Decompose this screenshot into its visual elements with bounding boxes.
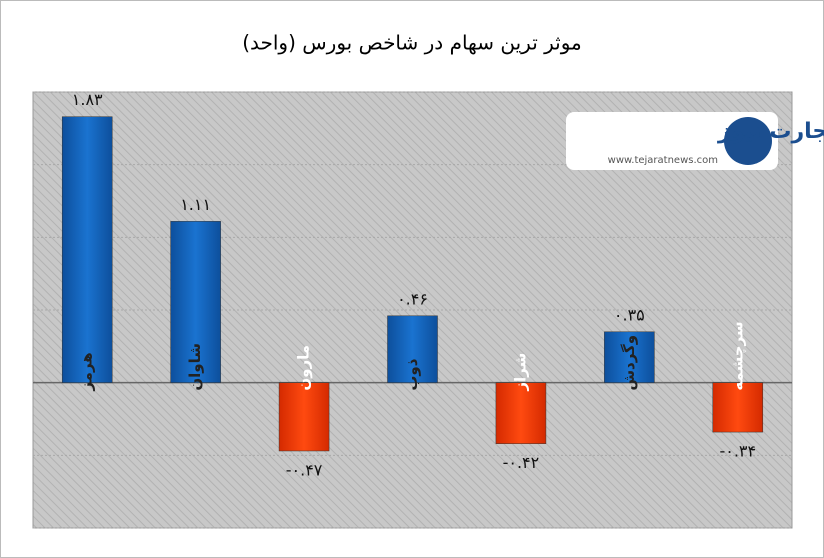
logo-box xyxy=(566,112,778,170)
value-label: -۰.۴۷ xyxy=(286,460,323,479)
bar xyxy=(61,116,113,383)
x-tick-label: شراز xyxy=(511,353,529,392)
x-tick-label: سرچشمه xyxy=(728,321,747,390)
value-label: -۰.۳۴ xyxy=(719,442,756,461)
x-tick-label: شاوان xyxy=(186,343,204,391)
x-tick-label: مارون xyxy=(295,345,313,391)
logo: تجارت نیوز www.tejaratnews.com xyxy=(566,112,824,170)
x-tick-label: وگردش xyxy=(620,335,638,391)
logo-url: www.tejaratnews.com xyxy=(608,155,718,166)
logo-icon xyxy=(724,117,772,165)
bar xyxy=(604,331,655,383)
bar xyxy=(712,382,764,433)
value-label: ۱.۸۳ xyxy=(72,90,103,109)
value-label: ۱.۱۱ xyxy=(180,195,211,214)
chart-title: موثر ترین سهام در شاخص بورس (واحد) xyxy=(242,31,582,55)
value-label: ۰.۳۵ xyxy=(614,305,645,324)
x-tick-label: هرمز xyxy=(78,352,96,391)
bar xyxy=(170,221,221,383)
value-label: ۰.۴۶ xyxy=(397,289,428,308)
value-label: -۰.۴۲ xyxy=(503,453,540,472)
logo-name: تجارت نیوز xyxy=(717,119,824,144)
x-tick-label: ذوب xyxy=(403,358,421,390)
bar xyxy=(387,315,438,383)
bar xyxy=(495,382,547,444)
bar xyxy=(278,382,330,452)
